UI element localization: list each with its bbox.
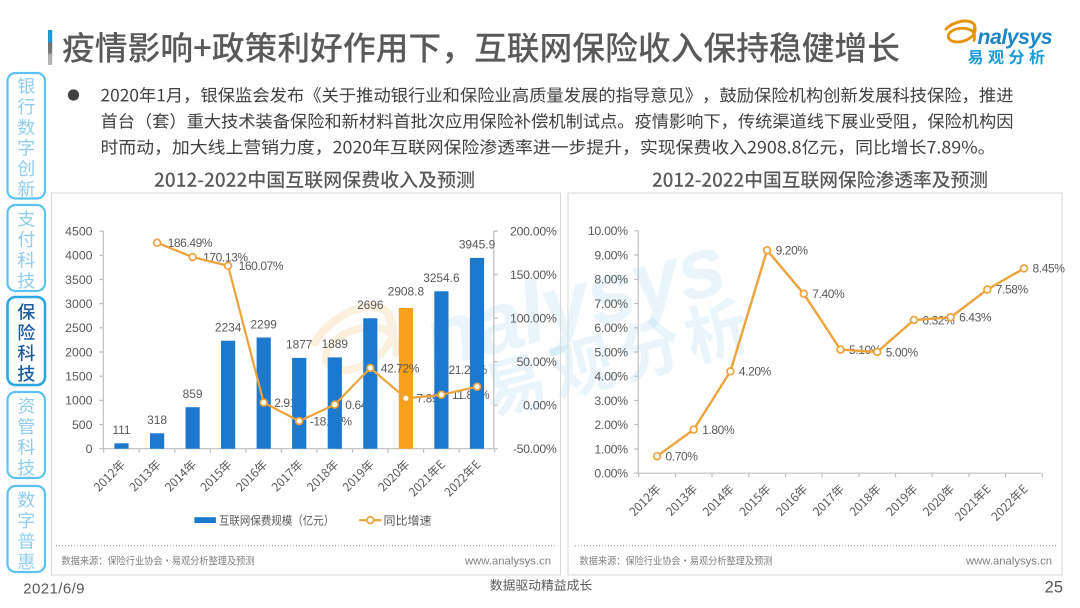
svg-text:3000: 3000 (65, 297, 93, 311)
svg-text:2021/6/9: 2021/6/9 (23, 580, 85, 597)
svg-text:318: 318 (147, 413, 167, 427)
svg-text:10.00%: 10.00% (588, 224, 628, 238)
svg-text:8.00%: 8.00% (594, 273, 628, 287)
svg-text:150.00%: 150.00% (510, 268, 557, 282)
svg-text:500: 500 (72, 418, 93, 432)
svg-text:25: 25 (1045, 579, 1063, 597)
svg-text:7.40%: 7.40% (812, 287, 845, 301)
svg-text:2696: 2696 (357, 298, 384, 312)
svg-text:5.00%: 5.00% (886, 345, 919, 359)
svg-text:7.00%: 7.00% (594, 297, 628, 311)
svg-text:3500: 3500 (65, 273, 93, 287)
svg-text:0: 0 (86, 442, 93, 456)
svg-text:2234: 2234 (215, 320, 242, 334)
svg-text:3.00%: 3.00% (594, 394, 628, 408)
svg-text:200.00%: 200.00% (510, 225, 557, 239)
svg-text:1500: 1500 (65, 370, 93, 384)
svg-text:4.20%: 4.20% (739, 365, 772, 379)
svg-text:0.70%: 0.70% (666, 450, 699, 464)
svg-text:4500: 4500 (65, 225, 93, 239)
svg-text:42.72%: 42.72% (381, 361, 420, 375)
svg-text:170.13%: 170.13% (203, 250, 248, 264)
svg-text:111: 111 (112, 423, 130, 437)
svg-text:9.00%: 9.00% (594, 248, 628, 262)
svg-text:www.analysys.cn: www.analysys.cn (965, 556, 1052, 568)
svg-text:4.00%: 4.00% (594, 370, 628, 384)
svg-text:7.58%: 7.58% (996, 283, 1029, 297)
svg-text:6.00%: 6.00% (594, 321, 628, 335)
svg-text:6.43%: 6.43% (959, 311, 992, 325)
svg-text:160.07%: 160.07% (239, 259, 284, 273)
svg-text:2299: 2299 (250, 317, 277, 331)
svg-text:4000: 4000 (65, 249, 93, 263)
svg-text:0.00%: 0.00% (523, 399, 557, 413)
svg-text:2500: 2500 (65, 321, 93, 335)
svg-text:-50.00%: -50.00% (513, 442, 557, 456)
svg-text:8.45%: 8.45% (1033, 262, 1066, 276)
svg-text:1889: 1889 (322, 337, 349, 351)
svg-text:9.20%: 9.20% (776, 244, 809, 258)
svg-text:nalysys: nalysys (978, 25, 1053, 49)
svg-text:859: 859 (183, 387, 203, 401)
svg-text:1877: 1877 (286, 338, 313, 352)
svg-text:186.49%: 186.49% (168, 236, 213, 250)
svg-text:1000: 1000 (65, 394, 93, 408)
svg-text:0.00%: 0.00% (594, 467, 628, 481)
svg-text:3945.9: 3945.9 (459, 238, 496, 252)
svg-text:100.00%: 100.00% (510, 312, 557, 326)
svg-text:2908.8: 2908.8 (388, 284, 425, 298)
svg-text:2.00%: 2.00% (594, 418, 628, 432)
svg-text:2000: 2000 (65, 345, 93, 359)
svg-text:5.00%: 5.00% (594, 345, 628, 359)
svg-text:50.00%: 50.00% (517, 355, 557, 369)
svg-text:1.80%: 1.80% (702, 423, 735, 437)
svg-text:1.00%: 1.00% (594, 442, 628, 456)
svg-text:www.analysys.cn: www.analysys.cn (464, 556, 551, 568)
svg-text:3254.6: 3254.6 (423, 271, 460, 285)
